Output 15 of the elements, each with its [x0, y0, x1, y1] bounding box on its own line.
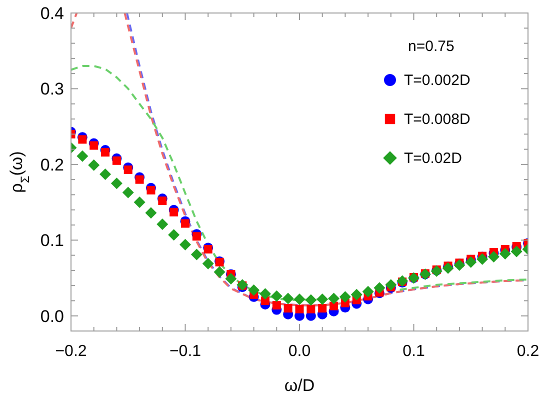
y-tick-label: 0.3 — [40, 80, 64, 99]
x-axis-title: ω/D — [284, 376, 315, 395]
y-tick-label: 0.1 — [40, 231, 64, 250]
legend-label: T=0.008D — [404, 111, 470, 128]
x-tick-label: 0.0 — [288, 343, 311, 360]
y-tick-label: 0.4 — [40, 4, 64, 23]
x-tick-label: −0.2 — [55, 343, 87, 360]
x-tick-label: −0.1 — [169, 343, 202, 360]
legend-label: T=0.002D — [404, 72, 470, 89]
y-tick-label: 0.2 — [40, 155, 64, 174]
x-tick-label: 0.2 — [516, 343, 540, 360]
legend-title: n=0.75 — [408, 38, 454, 55]
legend-label: T=0.02D — [404, 150, 462, 167]
x-tick-label: 0.1 — [402, 343, 425, 360]
y-tick-label: 0.0 — [40, 306, 64, 326]
